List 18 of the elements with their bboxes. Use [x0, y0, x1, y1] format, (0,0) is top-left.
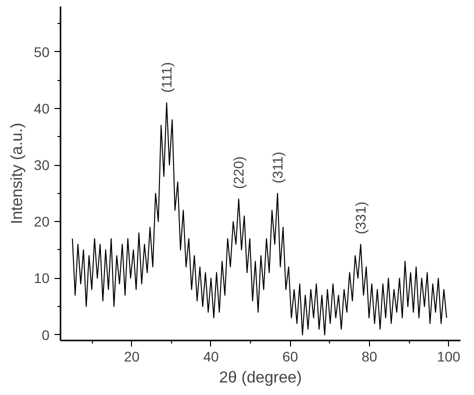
y-tick-label: 50	[34, 44, 50, 60]
x-tick-label: 100	[436, 348, 461, 364]
x-tick-label: 80	[362, 348, 378, 364]
annotation: (111)	[158, 62, 175, 93]
y-tick-label: 40	[34, 100, 50, 116]
y-tick-label: 10	[34, 270, 50, 286]
y-tick-label: 30	[34, 157, 50, 174]
line-series	[72, 102, 448, 336]
y-tick-label: 20	[34, 214, 50, 230]
y-tick-label: 0	[42, 326, 50, 343]
annotation: (311)	[270, 152, 286, 184]
x-axis-title: 2θ (degree)	[219, 370, 302, 386]
y-axis-title: Intensity (a.u.)	[8, 122, 26, 224]
annotation: (331)	[352, 202, 369, 234]
x-tick-label: 60	[282, 348, 298, 364]
x-tick-label: 20	[124, 348, 140, 364]
x-tick-label: 40	[203, 348, 219, 364]
annotation: (220)	[230, 156, 247, 189]
